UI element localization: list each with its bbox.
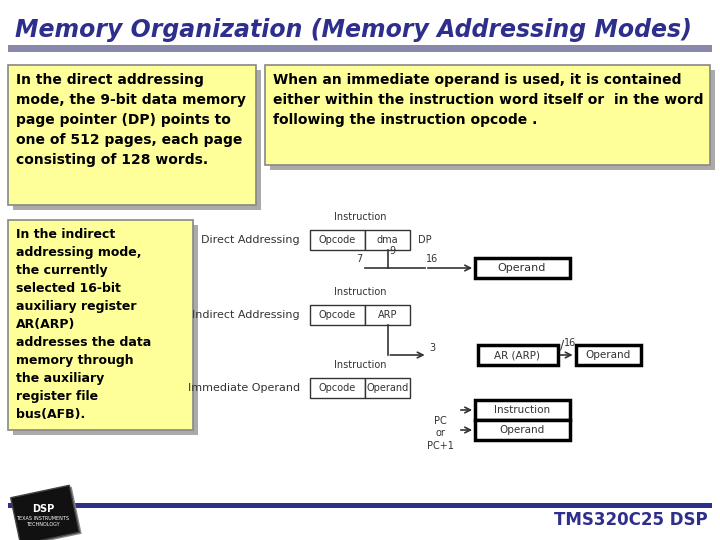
Text: TECHNOLOGY: TECHNOLOGY	[26, 523, 60, 528]
Text: 9: 9	[390, 246, 395, 256]
Text: TEXAS INSTRUMENTS: TEXAS INSTRUMENTS	[17, 516, 70, 522]
Bar	[310, 378, 365, 398]
Text: Memory Organization (Memory Addressing Modes): Memory Organization (Memory Addressing M…	[15, 18, 692, 42]
Text: Operand: Operand	[500, 425, 544, 435]
Text: In the indirect
addressing mode,
the currently
selected 16-bit
auxiliary registe: In the indirect addressing mode, the cur…	[16, 228, 151, 421]
Bar	[475, 420, 570, 440]
Text: PC
or
PC+1: PC or PC+1	[426, 416, 454, 451]
Bar	[365, 230, 410, 250]
Bar	[8, 220, 193, 430]
Text: ARP: ARP	[378, 310, 397, 320]
FancyBboxPatch shape	[13, 487, 81, 540]
Text: Operand: Operand	[498, 263, 546, 273]
Bar	[8, 503, 712, 508]
Bar	[575, 345, 641, 365]
Text: AR (ARP): AR (ARP)	[495, 350, 541, 360]
Bar	[365, 378, 410, 398]
Text: /: /	[559, 338, 564, 351]
Text: In the direct addressing
mode, the 9-bit data memory
page pointer (DP) points to: In the direct addressing mode, the 9-bit…	[16, 73, 246, 167]
Bar	[310, 305, 365, 325]
Bar	[265, 65, 710, 165]
Text: Indirect Addressing: Indirect Addressing	[192, 310, 300, 320]
Bar	[8, 65, 256, 205]
Bar	[310, 230, 365, 250]
Text: Instruction: Instruction	[334, 360, 386, 370]
Text: Direct Addressing: Direct Addressing	[202, 235, 300, 245]
Text: 7: 7	[356, 254, 362, 264]
Text: Opcode: Opcode	[319, 235, 356, 245]
Text: Instruction: Instruction	[334, 212, 386, 222]
Bar	[475, 400, 570, 420]
Bar	[13, 225, 198, 435]
Text: Instruction: Instruction	[334, 287, 386, 297]
Text: Instruction: Instruction	[494, 405, 550, 415]
Bar	[8, 45, 712, 52]
Bar	[13, 70, 261, 210]
Text: DSP: DSP	[32, 504, 54, 514]
Text: Opcode: Opcode	[319, 383, 356, 393]
Text: 16: 16	[426, 254, 438, 264]
Bar	[477, 345, 557, 365]
Text: 16: 16	[564, 338, 576, 348]
FancyBboxPatch shape	[11, 485, 79, 540]
Bar	[475, 258, 570, 278]
Text: TMS320C25 DSP: TMS320C25 DSP	[554, 511, 708, 529]
Bar	[270, 70, 715, 170]
Text: Operand: Operand	[585, 350, 630, 360]
Text: When an immediate operand is used, it is contained
either within the instruction: When an immediate operand is used, it is…	[273, 73, 703, 127]
Text: Operand: Operand	[366, 383, 409, 393]
Text: Immediate Operand: Immediate Operand	[188, 383, 300, 393]
Text: DP: DP	[418, 235, 431, 245]
Bar	[365, 305, 410, 325]
Text: 3: 3	[430, 343, 436, 353]
Text: dma: dma	[377, 235, 398, 245]
Text: Opcode: Opcode	[319, 310, 356, 320]
